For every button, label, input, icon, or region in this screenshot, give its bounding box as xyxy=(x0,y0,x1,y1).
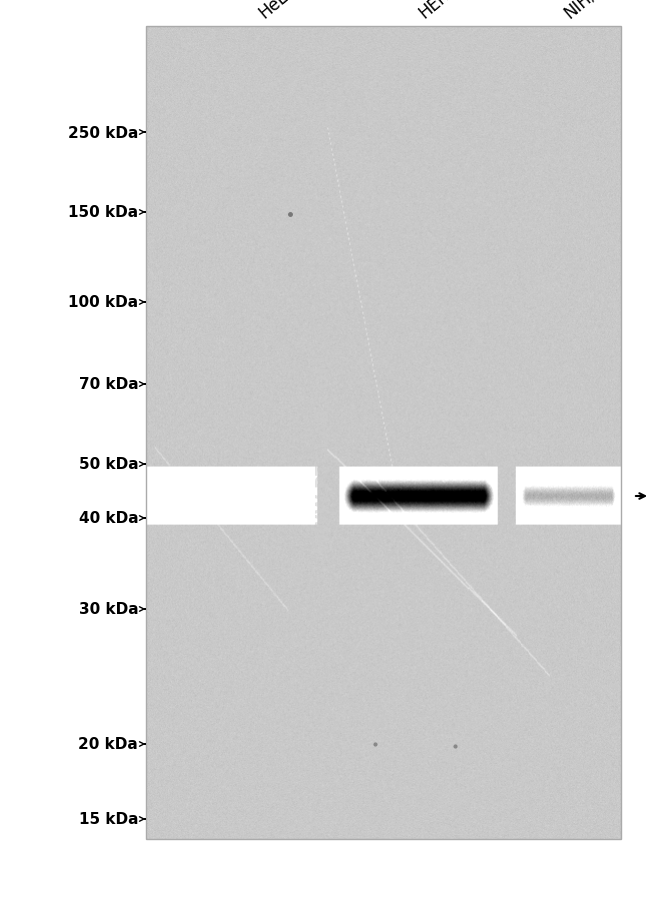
Text: 20 kDa: 20 kDa xyxy=(79,737,138,751)
Text: 50 kDa: 50 kDa xyxy=(79,457,138,472)
Bar xyxy=(146,27,621,839)
Text: HeLa: HeLa xyxy=(255,0,299,22)
Text: 250 kDa: 250 kDa xyxy=(68,125,138,141)
Text: 70 kDa: 70 kDa xyxy=(79,377,138,392)
Text: 30 kDa: 30 kDa xyxy=(79,602,138,617)
Text: 40 kDa: 40 kDa xyxy=(79,511,138,526)
Text: NIH/3T3: NIH/3T3 xyxy=(560,0,623,22)
Text: 150 kDa: 150 kDa xyxy=(68,206,138,220)
Text: HEK-293: HEK-293 xyxy=(415,0,480,22)
Text: 100 kDa: 100 kDa xyxy=(68,295,138,310)
Text: WWW.PTGLAB.COM: WWW.PTGLAB.COM xyxy=(315,354,333,552)
Text: 15 kDa: 15 kDa xyxy=(79,812,138,826)
